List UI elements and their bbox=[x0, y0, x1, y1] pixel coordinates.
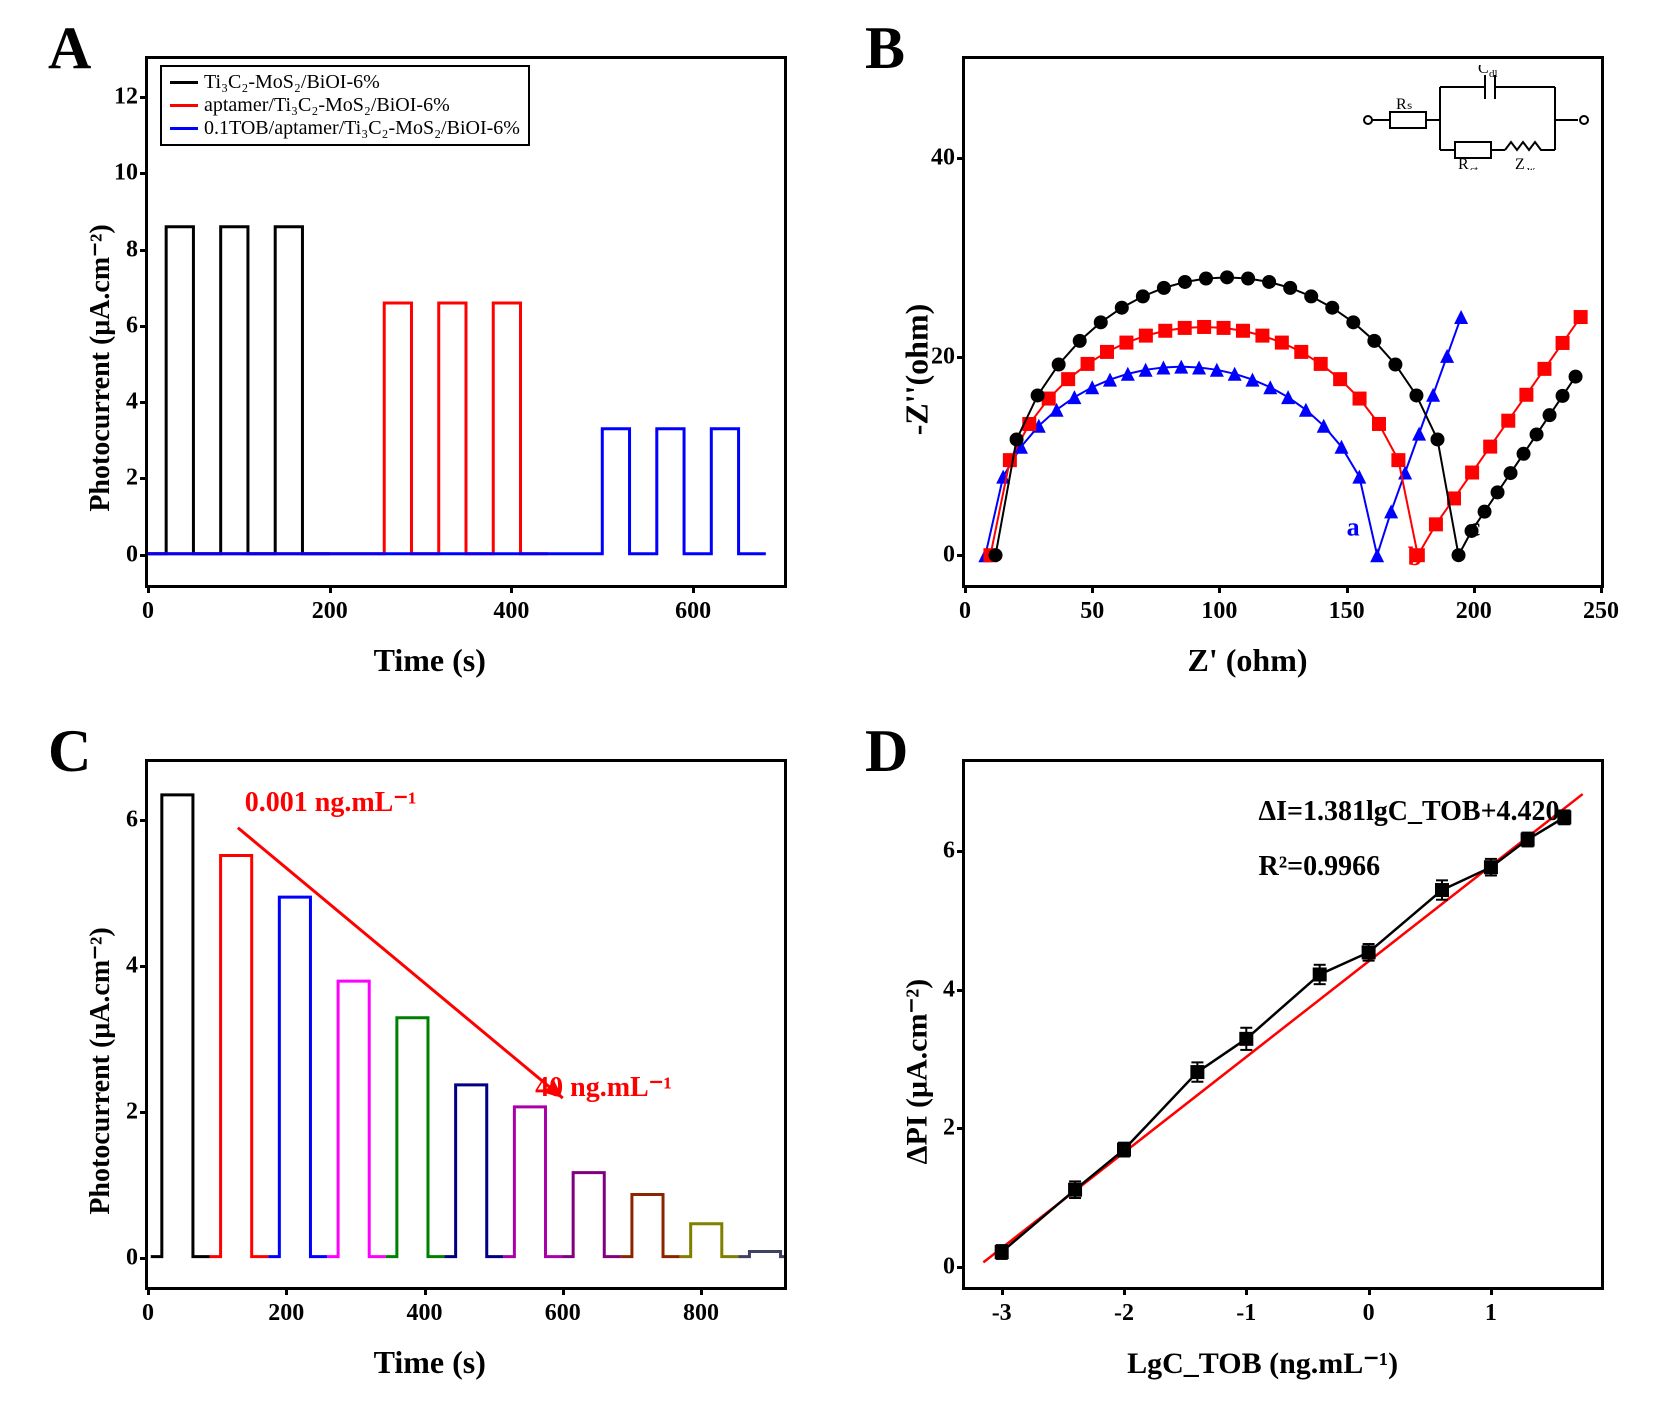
panel-d-letter: D bbox=[865, 717, 908, 786]
svg-text:b: b bbox=[1408, 542, 1422, 571]
figure-grid: A Ti₃C₂-MoS₂/BiOI-6% aptamer/Ti₃C₂-MoS₂/… bbox=[0, 0, 1654, 1405]
panel-b-letter: B bbox=[865, 14, 905, 83]
panel-c-letter: C bbox=[48, 717, 91, 786]
panel-d-ylabel: ΔPI (μA.cm⁻²) bbox=[900, 951, 935, 1191]
panel-c: C 0.001 ng.mL⁻¹ 40 ng.mL⁻¹ 0200400600800… bbox=[30, 723, 807, 1386]
legend-label: aptamer/Ti₃C₂-MoS₂/BiOI-6% bbox=[204, 94, 450, 117]
panel-d-r2: R²=0.9966 bbox=[1259, 851, 1381, 883]
legend-label: Ti₃C₂-MoS₂/BiOI-6% bbox=[204, 71, 380, 94]
panel-c-plot: 0.001 ng.mL⁻¹ 40 ng.mL⁻¹ 020040060080002… bbox=[145, 759, 787, 1291]
panel-a-legend-row: 0.1TOB/aptamer/Ti₃C₂-MoS₂/BiOI-6% bbox=[170, 117, 520, 140]
panel-d-xlabel: LgC_TOB (ng.mL⁻¹) bbox=[1127, 1346, 1398, 1381]
panel-d-plot: ΔI=1.381lgC_TOB+4.420 R²=0.9966 -3-2-101… bbox=[962, 759, 1604, 1291]
svg-text:a: a bbox=[1347, 512, 1360, 541]
panel-a-letter: A bbox=[48, 14, 91, 83]
panel-c-xlabel: Time (s) bbox=[374, 1344, 486, 1381]
panel-a-ylabel: Photocurrent (μA.cm⁻²) bbox=[83, 218, 117, 518]
svg-text:c: c bbox=[1469, 512, 1481, 541]
panel-b-plot: abc RₛCdlRctZw 05010015020025002040 bbox=[962, 56, 1604, 588]
panel-a-legend-row: Ti₃C₂-MoS₂/BiOI-6% bbox=[170, 71, 520, 94]
panel-d-eqn: ΔI=1.381lgC_TOB+4.420 bbox=[1259, 796, 1560, 828]
legend-swatch bbox=[170, 81, 198, 84]
legend-swatch bbox=[170, 104, 198, 107]
panel-b-xlabel: Z' (ohm) bbox=[1188, 642, 1308, 679]
panel-a-legend: Ti₃C₂-MoS₂/BiOI-6% aptamer/Ti₃C₂-MoS₂/Bi… bbox=[160, 65, 530, 146]
svg-text:ct: ct bbox=[1470, 164, 1478, 170]
panel-b-inset-circuit: Rₛ Cdl Rct Zw bbox=[1360, 65, 1595, 170]
legend-swatch bbox=[170, 127, 198, 130]
panel-d: D ΔI=1.381lgC_TOB+4.420 R²=0.9966 -3-2-1… bbox=[847, 723, 1624, 1386]
svg-text:Rₛ: Rₛ bbox=[1396, 96, 1413, 113]
panel-c-anno-high: 40 ng.mL⁻¹ bbox=[535, 1070, 672, 1104]
panel-a-legend-row: aptamer/Ti₃C₂-MoS₂/BiOI-6% bbox=[170, 94, 520, 117]
panel-b: B abc RₛCdlRctZw 05010015020025002040 -Z… bbox=[847, 20, 1624, 683]
svg-text:R: R bbox=[1458, 156, 1469, 170]
panel-a-xlabel: Time (s) bbox=[374, 642, 486, 679]
panel-c-svg bbox=[148, 762, 784, 1288]
panel-a: A Ti₃C₂-MoS₂/BiOI-6% aptamer/Ti₃C₂-MoS₂/… bbox=[30, 20, 807, 683]
svg-text:C: C bbox=[1478, 65, 1489, 77]
panel-c-ylabel: Photocurrent (μA.cm⁻²) bbox=[83, 921, 117, 1221]
svg-text:w: w bbox=[1527, 164, 1535, 170]
panel-d-svg bbox=[965, 762, 1601, 1288]
panel-c-anno-low: 0.001 ng.mL⁻¹ bbox=[245, 785, 417, 819]
svg-text:dl: dl bbox=[1489, 68, 1498, 80]
svg-text:Z: Z bbox=[1515, 156, 1525, 170]
legend-label: 0.1TOB/aptamer/Ti₃C₂-MoS₂/BiOI-6% bbox=[204, 117, 520, 140]
panel-b-ylabel: -Z''(ohm) bbox=[899, 270, 936, 470]
panel-a-plot: Ti₃C₂-MoS₂/BiOI-6% aptamer/Ti₃C₂-MoS₂/Bi… bbox=[145, 56, 787, 588]
